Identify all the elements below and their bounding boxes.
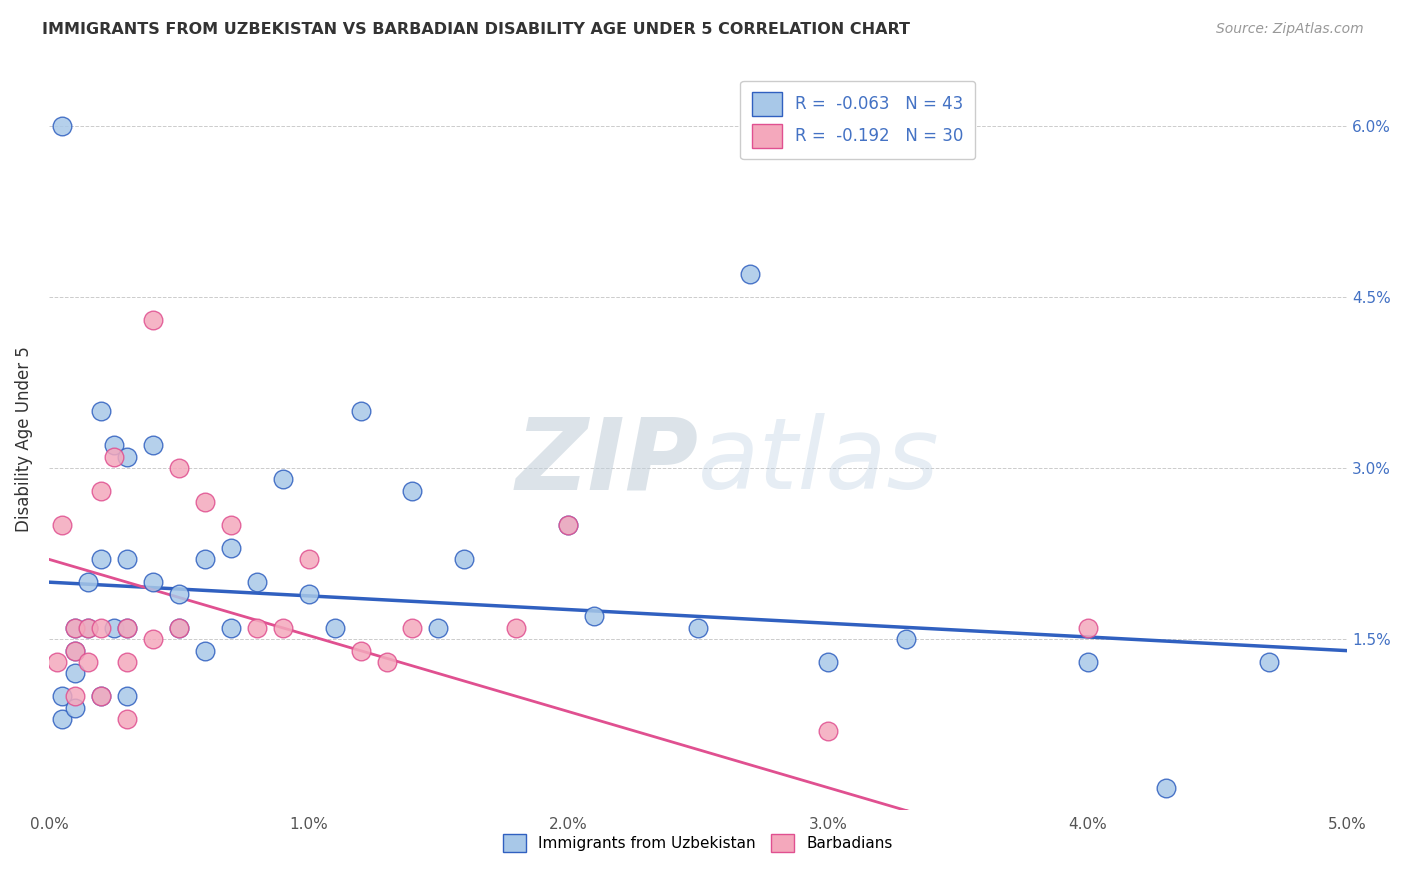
Point <box>738 267 761 281</box>
Point <box>167 621 190 635</box>
Point <box>194 495 217 509</box>
Point <box>103 438 125 452</box>
Point <box>115 655 138 669</box>
Point <box>401 621 423 635</box>
Point <box>298 586 321 600</box>
Point <box>246 575 269 590</box>
Point <box>401 483 423 498</box>
Y-axis label: Disability Age Under 5: Disability Age Under 5 <box>15 347 32 533</box>
Point <box>103 621 125 635</box>
Point <box>77 575 100 590</box>
Point <box>817 723 839 738</box>
Text: ZIP: ZIP <box>515 413 699 510</box>
Point <box>103 450 125 464</box>
Point <box>90 552 112 566</box>
Point <box>63 621 86 635</box>
Point <box>219 621 242 635</box>
Text: Source: ZipAtlas.com: Source: ZipAtlas.com <box>1216 22 1364 37</box>
Text: IMMIGRANTS FROM UZBEKISTAN VS BARBADIAN DISABILITY AGE UNDER 5 CORRELATION CHART: IMMIGRANTS FROM UZBEKISTAN VS BARBADIAN … <box>42 22 910 37</box>
Point <box>1077 655 1099 669</box>
Point <box>90 690 112 704</box>
Point <box>115 552 138 566</box>
Point <box>271 472 294 486</box>
Point <box>63 690 86 704</box>
Point <box>219 541 242 555</box>
Point <box>583 609 606 624</box>
Point <box>77 621 100 635</box>
Point <box>427 621 450 635</box>
Point <box>63 643 86 657</box>
Point <box>115 712 138 726</box>
Point <box>45 655 67 669</box>
Point <box>142 632 165 647</box>
Point <box>63 621 86 635</box>
Point <box>167 461 190 475</box>
Point <box>219 518 242 533</box>
Point <box>63 666 86 681</box>
Point <box>90 483 112 498</box>
Point <box>557 518 579 533</box>
Point <box>557 518 579 533</box>
Point <box>90 621 112 635</box>
Point <box>51 119 73 133</box>
Point <box>51 690 73 704</box>
Point <box>453 552 475 566</box>
Point <box>167 586 190 600</box>
Point <box>167 621 190 635</box>
Point <box>63 643 86 657</box>
Point <box>817 655 839 669</box>
Point <box>142 438 165 452</box>
Point <box>688 621 710 635</box>
Point <box>90 404 112 418</box>
Point <box>1258 655 1281 669</box>
Point <box>194 643 217 657</box>
Point <box>323 621 346 635</box>
Point <box>77 655 100 669</box>
Point <box>142 312 165 326</box>
Point <box>142 575 165 590</box>
Point <box>51 518 73 533</box>
Point <box>115 621 138 635</box>
Point <box>894 632 917 647</box>
Point <box>115 690 138 704</box>
Point <box>271 621 294 635</box>
Point <box>298 552 321 566</box>
Point <box>349 404 371 418</box>
Point <box>115 450 138 464</box>
Point <box>115 621 138 635</box>
Point <box>505 621 527 635</box>
Legend: R =  -0.063   N = 43, R =  -0.192   N = 30: R = -0.063 N = 43, R = -0.192 N = 30 <box>741 80 976 160</box>
Point <box>90 690 112 704</box>
Point <box>375 655 398 669</box>
Point <box>194 552 217 566</box>
Text: atlas: atlas <box>699 413 939 510</box>
Point <box>349 643 371 657</box>
Point <box>77 621 100 635</box>
Point <box>63 700 86 714</box>
Point <box>1154 780 1177 795</box>
Point <box>246 621 269 635</box>
Point <box>1077 621 1099 635</box>
Point <box>51 712 73 726</box>
